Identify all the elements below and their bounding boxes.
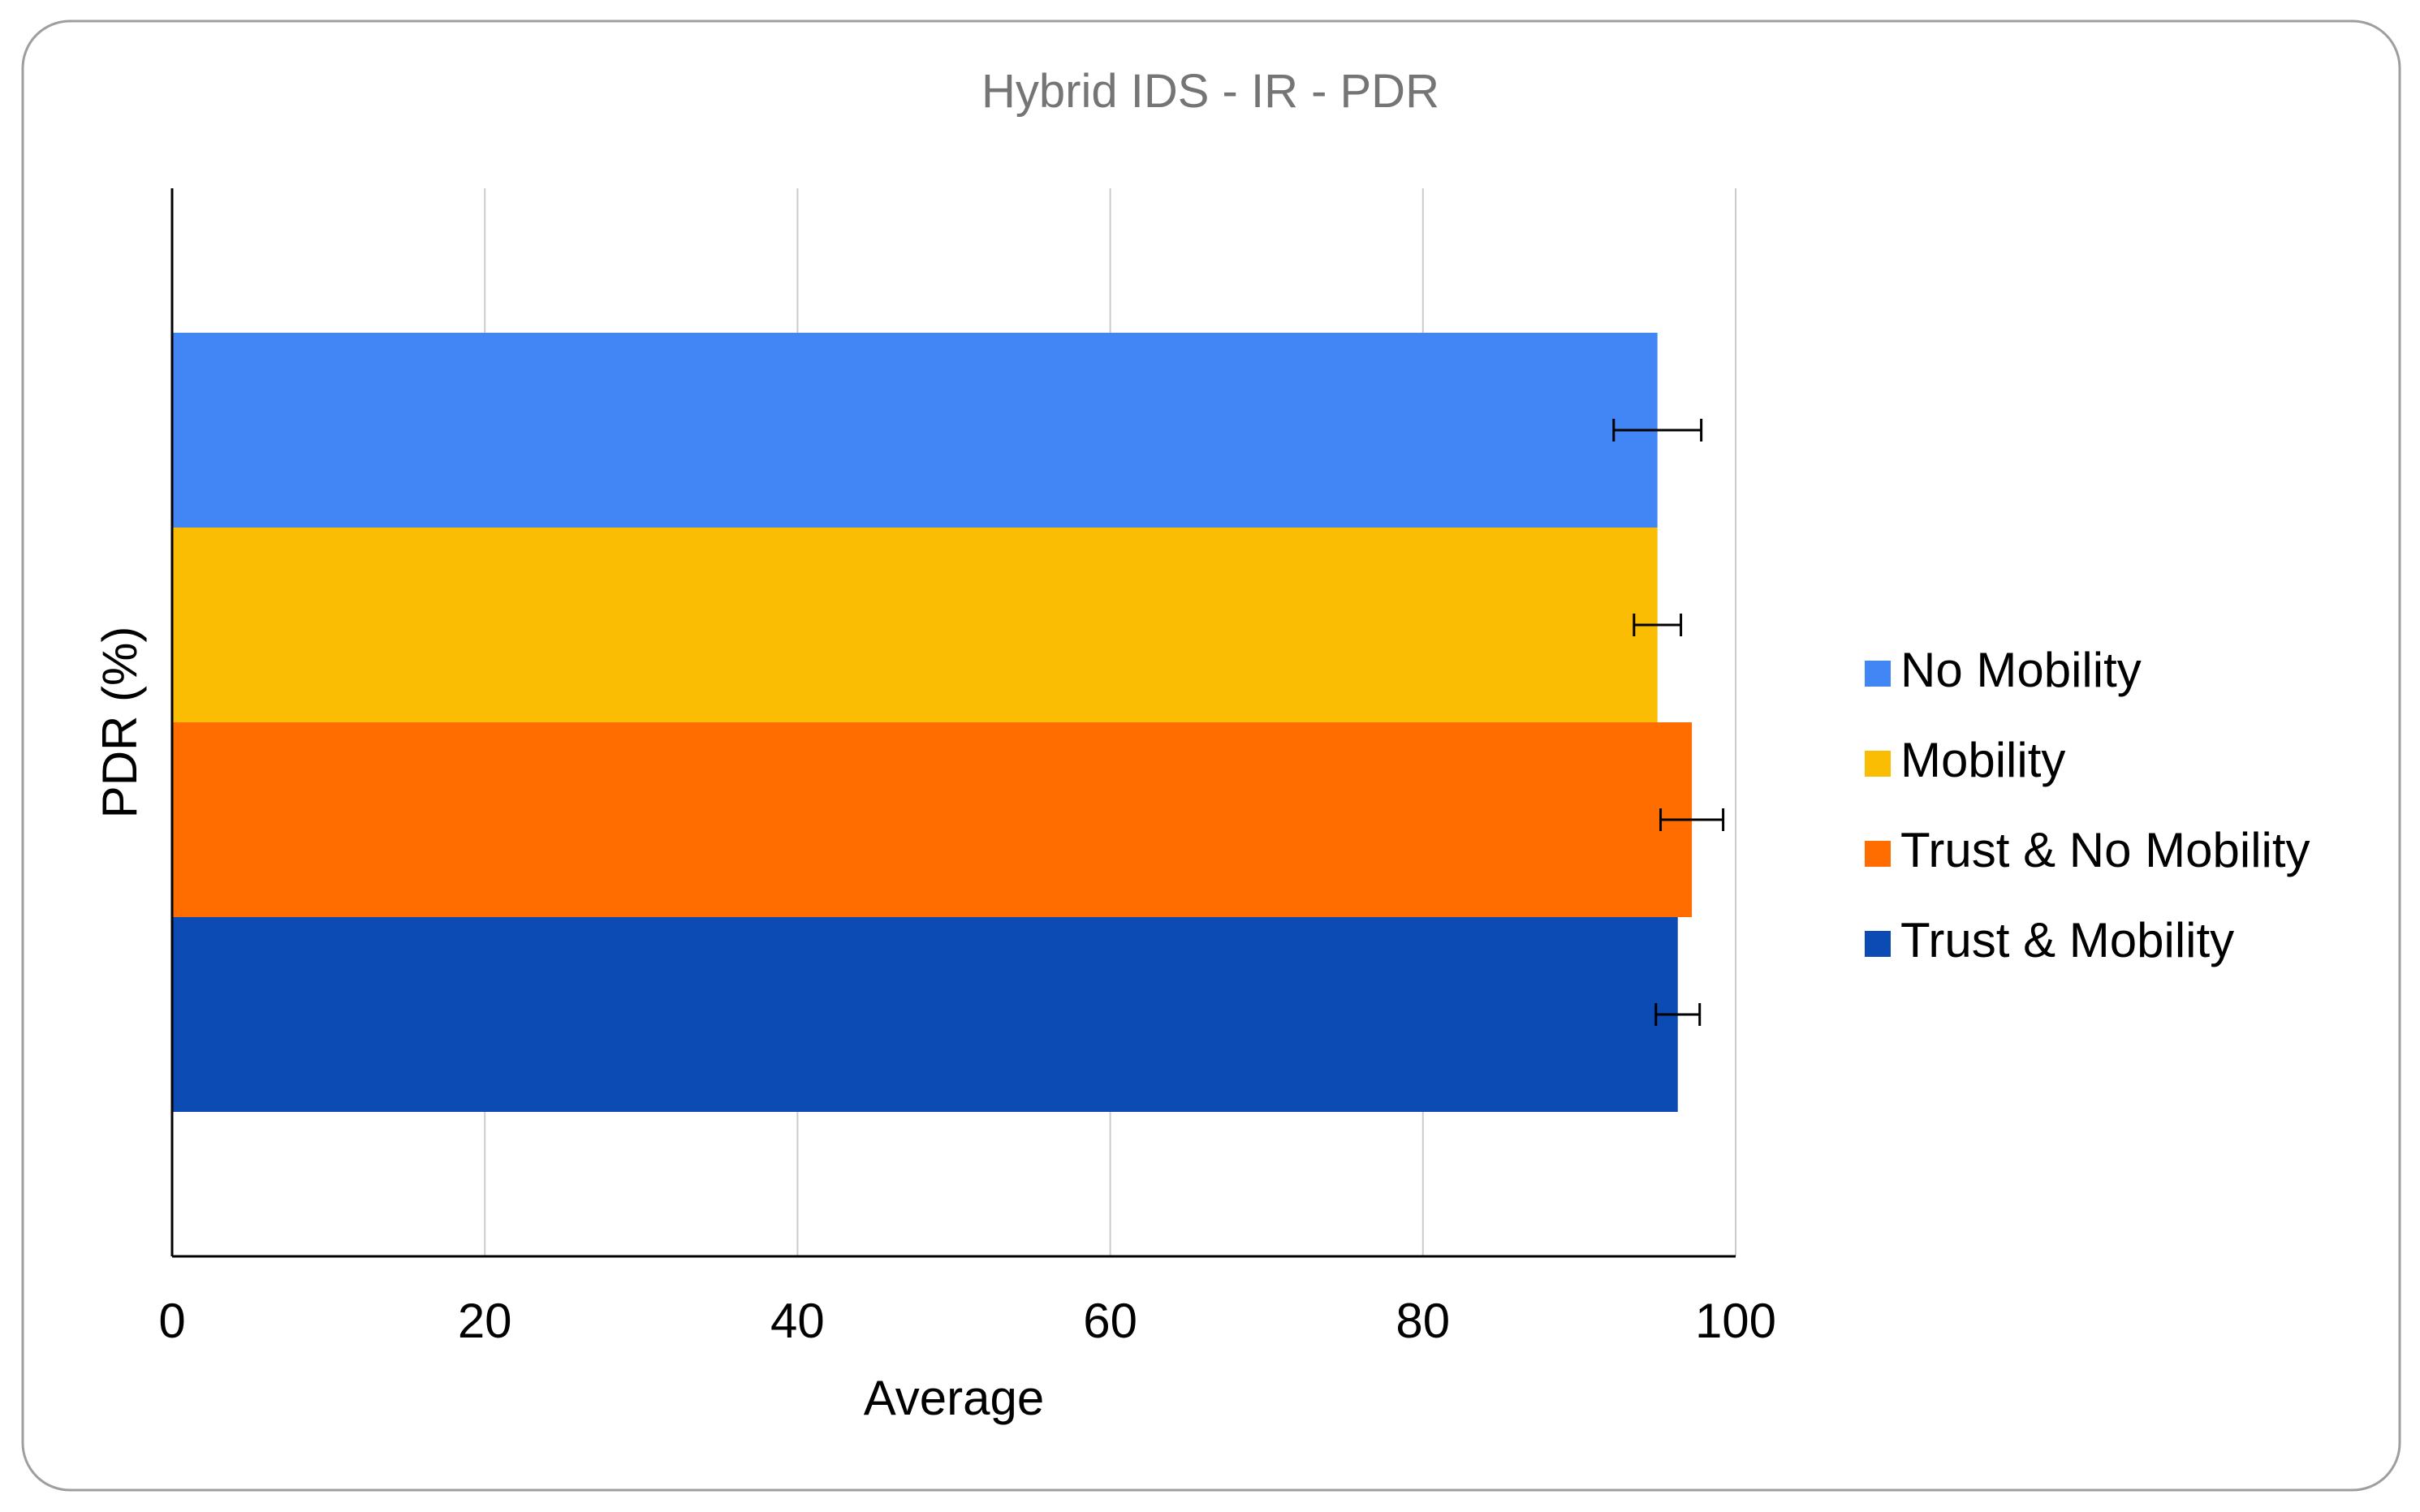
x-tick-label: 80 [1395,1294,1450,1348]
error-bars [1612,419,1725,1026]
legend-swatch [1865,661,1891,687]
bars [172,333,1693,1112]
x-axis-label: Average [864,1371,1044,1425]
legend-swatch [1865,841,1891,867]
chart-title: Hybrid IDS - IR - PDR [981,65,1439,118]
legend-label: Mobility [1900,733,2065,787]
x-tick-label: 40 [770,1294,825,1348]
legend-label: No Mobility [1900,643,2142,697]
legend-label: Trust & Mobility [1900,913,2234,967]
legend: No Mobility Mobility Trust & No Mobility Tr… [1865,643,2310,967]
bar-trust-mobility [172,917,1678,1112]
x-tick-label: 60 [1083,1294,1137,1348]
legend-label: Trust & No Mobility [1900,823,2310,877]
x-tick-labels: 0 20 40 60 80 100 [158,1294,1776,1348]
legend-swatch [1865,751,1891,777]
x-tick-label: 0 [158,1294,185,1348]
bar-mobility [172,528,1658,722]
bar-trust-no-mobility [172,722,1693,917]
y-axis-label: PDR (%) [93,627,147,819]
bar-no-mobility [172,333,1658,528]
legend-swatch [1865,931,1891,957]
x-tick-label: 100 [1695,1294,1776,1348]
x-tick-label: 20 [458,1294,512,1348]
